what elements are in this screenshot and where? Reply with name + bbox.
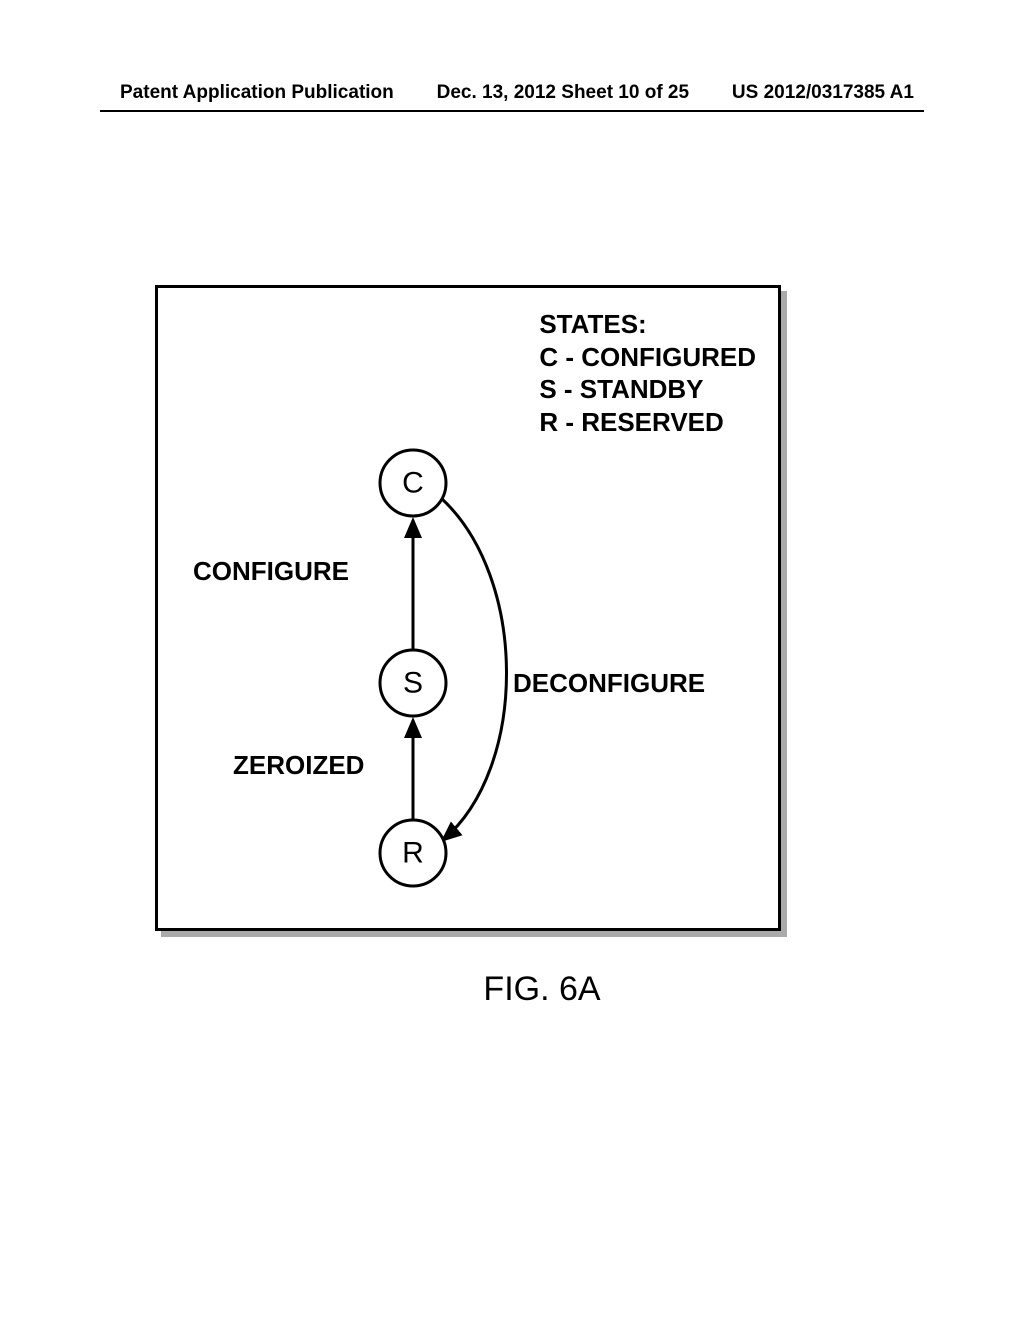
figure-caption: FIG. 6A bbox=[0, 970, 1024, 1009]
header-center: Dec. 13, 2012 Sheet 10 of 25 bbox=[437, 82, 689, 104]
header-right: US 2012/0317385 A1 bbox=[732, 82, 914, 104]
node-c-label: C bbox=[402, 467, 424, 500]
figure-box: STATES: C - CONFIGURED S - STANDBY R - R… bbox=[155, 285, 781, 931]
node-s-label: S bbox=[403, 667, 423, 700]
header-rule bbox=[100, 110, 924, 112]
state-diagram-svg: C S R bbox=[158, 288, 778, 928]
header-left: Patent Application Publication bbox=[120, 82, 394, 104]
edge-deconfigure bbox=[441, 498, 507, 840]
page: Patent Application Publication Dec. 13, … bbox=[0, 0, 1024, 1320]
node-r-label: R bbox=[402, 837, 424, 870]
page-header: Patent Application Publication Dec. 13, … bbox=[120, 82, 914, 104]
